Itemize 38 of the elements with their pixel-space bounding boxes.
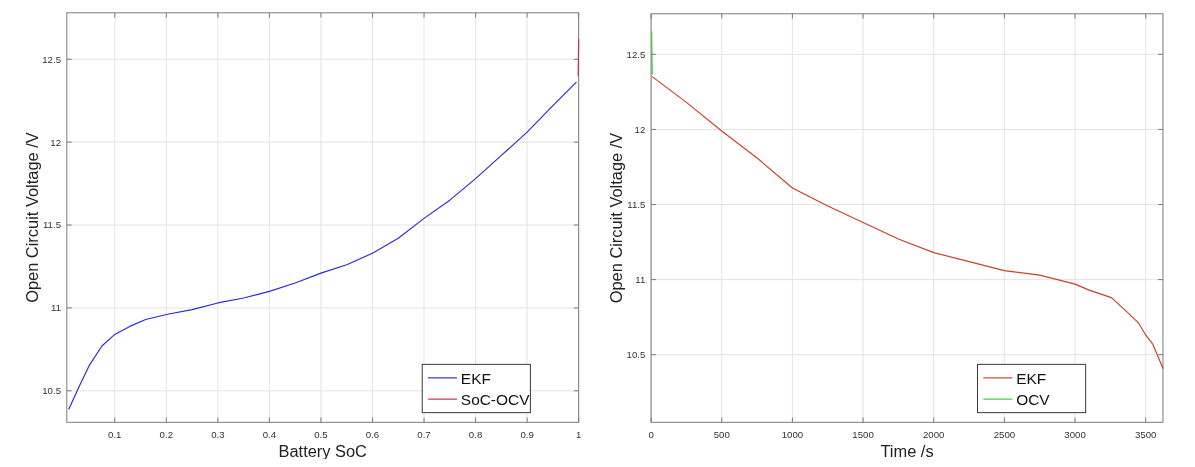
x-tick-label: 3500 bbox=[1134, 428, 1157, 440]
x-tick-label: 0.9 bbox=[520, 428, 534, 440]
line-series bbox=[68, 81, 577, 410]
x-tick-label: 0.5 bbox=[314, 428, 328, 440]
y-tick-label: 10.5 bbox=[626, 349, 646, 361]
x-axis-title: Battery SoC bbox=[278, 442, 368, 461]
y-axis-title: Open Circuit Voltage /V bbox=[607, 132, 626, 304]
x-tick-label: 1000 bbox=[781, 428, 804, 440]
y-tick-label: 12.5 bbox=[42, 53, 62, 65]
x-tick-label: 2000 bbox=[923, 428, 945, 440]
y-tick-label: 10.5 bbox=[42, 385, 62, 397]
x-tick-label: 2500 bbox=[993, 428, 1016, 440]
x-tick-label: 0.8 bbox=[468, 428, 483, 440]
y-tick-label: 12.5 bbox=[626, 48, 646, 60]
x-tick-label: 0.3 bbox=[211, 428, 225, 440]
x-tick-label: 0 bbox=[648, 428, 654, 440]
legend-label: OCV bbox=[1016, 390, 1051, 408]
y-tick-label: 12 bbox=[50, 136, 62, 148]
x-tick-label: 3000 bbox=[1064, 428, 1086, 440]
legend-label: EKF bbox=[1016, 369, 1047, 387]
x-tick-label: 1 bbox=[575, 428, 582, 440]
y-tick-label: 11.5 bbox=[42, 219, 62, 231]
legend-label: EKF bbox=[460, 369, 491, 387]
x-axis-title: Time /s bbox=[880, 442, 934, 461]
legend-label: SoC-OCV bbox=[460, 390, 531, 408]
y-tick-label: 11 bbox=[51, 302, 62, 314]
y-tick-label: 11 bbox=[635, 274, 646, 285]
x-tick-label: 500 bbox=[713, 428, 730, 440]
y-tick-label: 11.5 bbox=[627, 198, 646, 210]
x-tick-label: 0.6 bbox=[365, 428, 380, 440]
line-series bbox=[651, 76, 1164, 369]
x-tick-label: 0.4 bbox=[262, 428, 277, 440]
x-tick-label: 1500 bbox=[852, 428, 874, 440]
x-tick-label: 0.7 bbox=[417, 428, 431, 440]
x-tick-label: 0.2 bbox=[159, 428, 174, 440]
y-tick-label: 12 bbox=[634, 123, 646, 135]
x-tick-label: 0.1 bbox=[108, 428, 122, 440]
y-axis-title: Open Circuit Voltage /V bbox=[22, 132, 41, 303]
